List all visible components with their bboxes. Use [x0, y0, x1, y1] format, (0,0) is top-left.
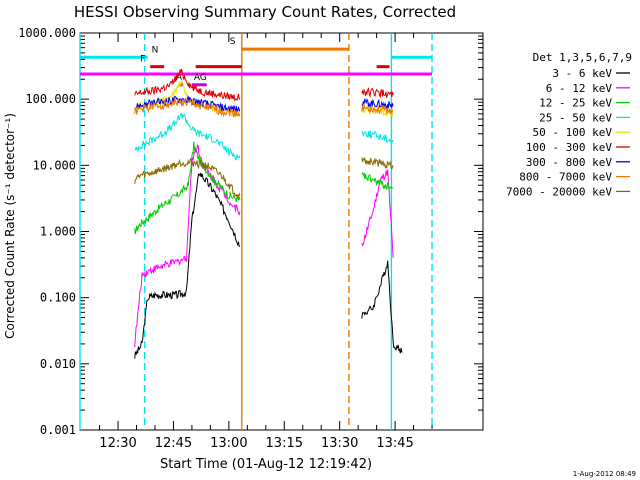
legend-label: 3 - 6 keV: [552, 67, 612, 80]
x-tick-label: 13:15: [266, 436, 303, 451]
series-line: [134, 68, 241, 102]
flag-label: N: [152, 45, 159, 55]
legend-label: 800 - 7000 keV: [519, 171, 612, 184]
series-line: [134, 79, 241, 118]
series-line: [134, 97, 241, 118]
series-line: [134, 141, 241, 235]
series-line: [361, 172, 394, 191]
chart-title: HESSI Observing Summary Count Rates, Cor…: [74, 3, 456, 21]
series-line: [361, 260, 403, 354]
legend-label: 100 - 300 keV: [526, 141, 612, 154]
series-line: [361, 87, 394, 99]
y-tick-label: 10.000: [33, 158, 76, 172]
legend-label: 25 - 50 keV: [539, 111, 612, 124]
legend-label: 50 - 100 keV: [533, 126, 613, 139]
flag-label: AG: [194, 73, 207, 83]
series-line: [361, 157, 394, 171]
legend-label: 300 - 800 keV: [526, 156, 612, 169]
x-tick-label: 13:45: [376, 436, 413, 451]
y-tick-label: 0.010: [40, 357, 76, 371]
x-tick-label: 12:30: [99, 436, 136, 451]
series-line: [361, 97, 394, 109]
y-axis-label: Corrected Count Rate (s⁻¹ detector⁻¹): [3, 113, 17, 339]
legend-label: 7000 - 20000 keV: [506, 185, 612, 198]
plot-area: 1000.000 100.000 10.000 1.000 0.100 0.010 0.00…: [18, 26, 484, 451]
series-line: [361, 169, 394, 258]
flag-label: S: [230, 37, 236, 47]
y-tick-label: 1000.000: [18, 26, 76, 40]
footer-timestamp: 1-Aug-2012 08:49: [573, 470, 636, 478]
y-tick-label: 1.000: [40, 225, 76, 239]
series-line: [134, 95, 241, 114]
y-tick-label: 0.100: [40, 291, 76, 305]
legend-label: 6 - 12 keV: [546, 82, 613, 95]
flag-label: F: [140, 55, 145, 65]
y-tick-label: 0.001: [40, 423, 76, 437]
y-tick-label: 100.000: [25, 92, 76, 106]
series-line: [134, 157, 241, 199]
series-line: [134, 172, 240, 359]
x-tick-label: 12:45: [155, 436, 192, 451]
x-tick-label: 13:30: [321, 436, 358, 451]
series-line: [134, 112, 241, 161]
x-axis-label: Start Time (01-Aug-12 12:19:42): [160, 457, 372, 472]
legend-label: 12 - 25 keV: [539, 97, 612, 110]
series-line: [361, 130, 394, 143]
flag-label: A: [176, 73, 183, 83]
series-line: [361, 103, 394, 116]
x-tick-label: 13:00: [210, 436, 247, 451]
legend-title: Det 1,3,5,6,7,9: [533, 51, 632, 64]
